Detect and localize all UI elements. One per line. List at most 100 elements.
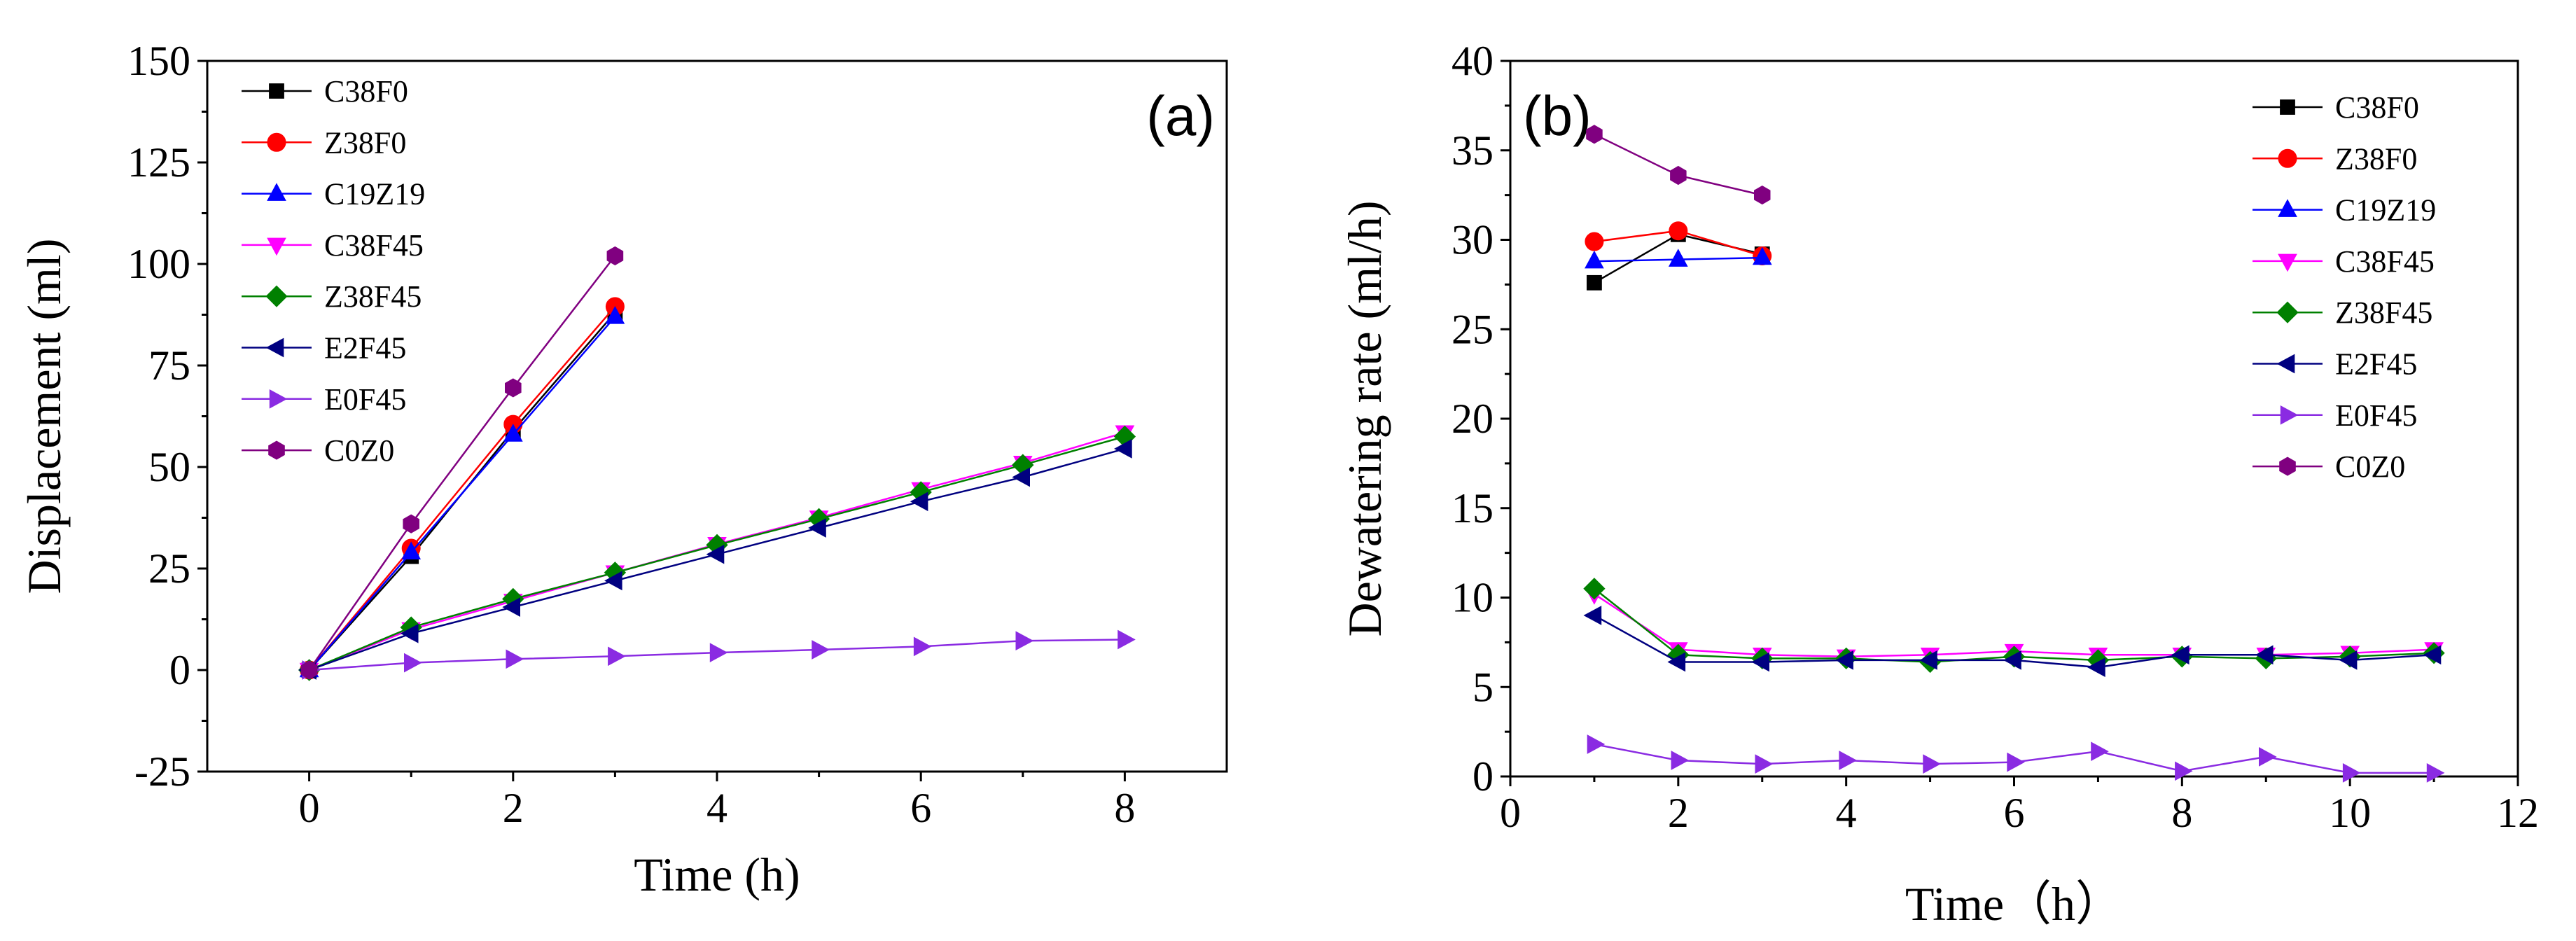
- chart-b-y-tick-label: 5: [1473, 664, 1494, 710]
- chart-b-legend-label-c38f0: C38F0: [2335, 90, 2419, 125]
- chart-b-x-tick-label: 4: [1836, 790, 1857, 836]
- chart-b-data-point-e2f45: [1667, 652, 1686, 672]
- chart-a-legend-marker-e2f45: [265, 337, 284, 358]
- chart-a-series-c0z0: [300, 246, 624, 680]
- chart-a-x-tick-label: 6: [910, 785, 931, 831]
- chart-b-legend-label-z38f45: Z38F45: [2335, 295, 2432, 330]
- chart-a-data-point-e0f45: [709, 643, 728, 662]
- chart-b-legend-label-e0f45: E0F45: [2335, 398, 2417, 433]
- chart-b-y-tick-label: 30: [1451, 217, 1494, 263]
- chart-a-y-tick-label: 100: [127, 241, 190, 287]
- chart-a-x-tick-label: 4: [706, 785, 727, 831]
- chart-b-data-point-e2f45: [2171, 645, 2189, 665]
- chart-a-series-line-c19z19: [308, 316, 616, 671]
- chart-b-series-line-c0z0: [1594, 133, 1763, 196]
- chart-a-data-point-c19z19: [605, 306, 625, 324]
- chart-b-y-tick-label: 0: [1473, 753, 1494, 800]
- chart-a-series-e2f45: [298, 439, 1132, 680]
- chart-a-data-point-c0z0: [300, 660, 318, 680]
- chart-a-y-tick-label: 125: [127, 139, 190, 186]
- chart-b-x-tick-label: 12: [2497, 790, 2539, 836]
- chart-a-legend-label-e2f45: E2F45: [324, 331, 406, 365]
- chart-b-legend-marker-c38f45: [2278, 253, 2297, 272]
- chart-a-data-point-e2f45: [502, 597, 520, 617]
- chart-a-data-point-c19z19: [401, 541, 422, 559]
- chart-b-series-e2f45: [1583, 606, 2442, 677]
- chart-b-data-point-z38f45: [1583, 578, 1606, 600]
- chart-b-data-point-e0f45: [2342, 763, 2361, 783]
- chart-a-legend-label-c38f45: C38F45: [324, 228, 424, 263]
- chart-b-data-point-e0f45: [1671, 751, 1690, 770]
- chart-b-x-tick-label: 2: [1668, 790, 1689, 836]
- chart-a-legend-marker-c0z0: [268, 440, 285, 460]
- chart-a-data-point-e2f45: [910, 492, 928, 512]
- chart-a-y-tick-label: 25: [148, 545, 190, 592]
- chart-b-y-tick-label: 25: [1451, 306, 1494, 352]
- chart-a-data-point-e2f45: [604, 571, 622, 591]
- chart-b-legend-label-c0z0: C0Z0: [2335, 449, 2405, 484]
- chart-a-y-tick-label: 50: [148, 444, 190, 490]
- chart-b-y-tick-label: 10: [1451, 575, 1494, 621]
- chart-a-data-point-c0z0: [505, 378, 522, 398]
- chart-b-data-point-e2f45: [1583, 606, 1602, 625]
- chart-b-panel-label: (b): [1523, 85, 1592, 147]
- chart-b-data-point-c0z0: [1670, 165, 1687, 186]
- chart-b-y-tick-label: 40: [1451, 38, 1494, 84]
- chart-b-legend-label-c38f45: C38F45: [2335, 244, 2435, 279]
- chart-b-legend-marker-e2f45: [2276, 354, 2295, 374]
- chart-a-legend-label-z38f0: Z38F0: [324, 125, 406, 160]
- chart-a-y-tick-label: 150: [127, 38, 190, 84]
- chart-a-series-c19z19: [299, 306, 625, 678]
- chart-b-data-point-z38f0: [1669, 221, 1688, 241]
- chart-b-data-point-e2f45: [1835, 650, 1853, 670]
- chart-a-legend-marker-c19z19: [267, 183, 286, 201]
- chart-b-legend: C38F0 Z38F0 C19Z19 C38F45 Z38F45 E2F45 E0F45 C0…: [2253, 90, 2436, 484]
- chart-a-legend-marker-z38f45: [265, 285, 288, 307]
- chart-a-x-tick-label: 2: [503, 785, 524, 831]
- chart-b-data-point-e0f45: [1755, 754, 1774, 774]
- chart-b-data-point-e0f45: [2007, 752, 2025, 772]
- chart-a-legend-marker-c38f0: [269, 83, 284, 99]
- chart-a-panel-label: (a): [1146, 85, 1215, 147]
- chart-b-legend-label-c19z19: C19Z19: [2335, 193, 2436, 228]
- chart-a-legend-marker-c38f45: [267, 237, 286, 256]
- chart-a-legend-label-z38f45: Z38F45: [324, 279, 422, 314]
- chart-b-x-tick-label: 10: [2329, 790, 2371, 836]
- chart-b-legend-marker-c38f0: [2280, 99, 2295, 115]
- chart-b-data-point-e0f45: [1923, 754, 1941, 774]
- chart-a-data-point-e2f45: [706, 544, 725, 564]
- chart-a-data-point-e0f45: [506, 649, 524, 669]
- chart-b-x-axis-label: Time（h）: [1905, 877, 2123, 930]
- chart-b-series-c19z19: [1585, 246, 1772, 269]
- chart-a-legend-marker-z38f0: [267, 132, 286, 152]
- chart-a-data-point-c0z0: [606, 246, 624, 265]
- chart-b-x-tick-label: 0: [1500, 790, 1521, 836]
- chart-b-data-point-e0f45: [2175, 761, 2193, 781]
- chart-a-data-point-e2f45: [808, 518, 826, 538]
- chart-a-data-point-e0f45: [913, 636, 932, 657]
- chart-b-x-tick-label: 6: [2004, 790, 2025, 836]
- chart-b-data-point-e0f45: [1839, 751, 1858, 770]
- chart-b-data-point-e2f45: [2003, 650, 2021, 670]
- chart-b-series-c0z0: [1586, 125, 1771, 205]
- chart-a-data-point-e2f45: [1012, 467, 1030, 487]
- chart-b-data-point-e2f45: [2087, 657, 2105, 677]
- chart-b-data-point-c0z0: [1586, 125, 1603, 144]
- chart-b-data-point-e2f45: [2339, 650, 2358, 670]
- chart-a-data-point-e2f45: [1114, 439, 1132, 459]
- chart-a-series-e0f45: [302, 629, 1136, 680]
- chart-b-y-tick-label: 35: [1451, 127, 1494, 174]
- chart-b-x-tick-label: 8: [2171, 790, 2192, 836]
- chart-b-data-point-c19z19: [1668, 249, 1688, 267]
- chart-a-y-tick-label: 0: [169, 647, 190, 693]
- chart-b-data-point-e0f45: [2426, 763, 2445, 783]
- chart-a-data-point-e0f45: [608, 646, 626, 667]
- chart-a-data-point-e2f45: [400, 623, 419, 643]
- chart-a-series-line-z38f0: [308, 306, 616, 671]
- chart-b-data-point-c0z0: [1754, 186, 1771, 205]
- chart-a-data-point-c19z19: [503, 424, 523, 442]
- chart-a-y-tick-label: -25: [134, 748, 190, 795]
- chart-b-y-tick-label: 15: [1451, 485, 1494, 531]
- chart-b-data-point-e2f45: [1751, 652, 1769, 672]
